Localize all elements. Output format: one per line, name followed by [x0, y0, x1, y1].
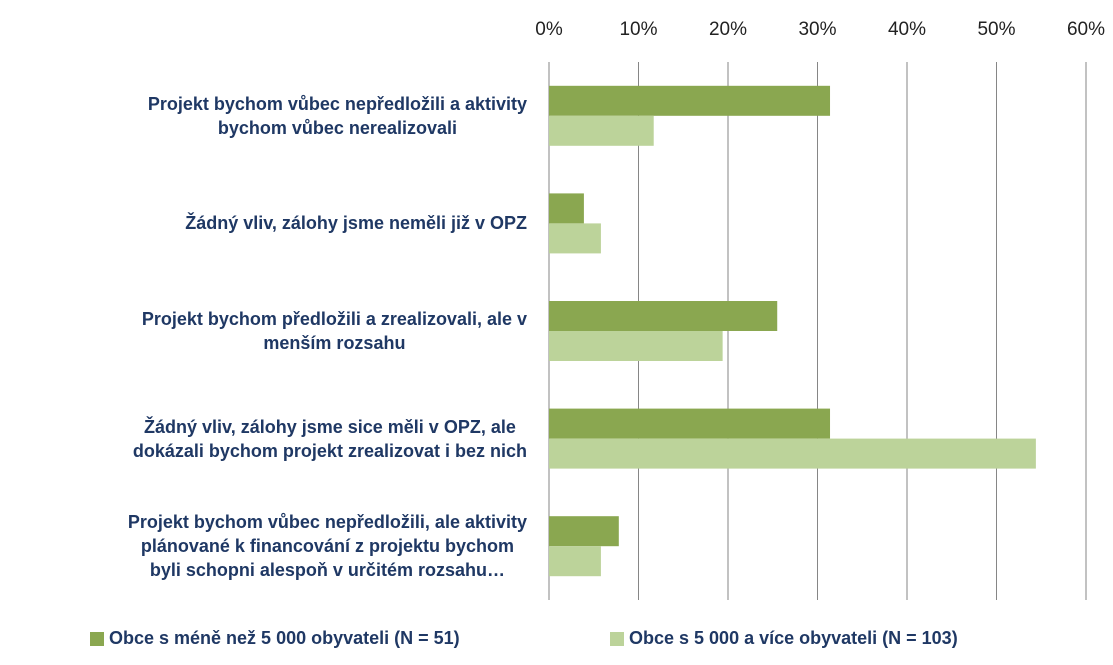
x-tick-label: 10%	[619, 19, 657, 40]
category-label-box: Projekt bychom předložili a zrealizovali…	[0, 307, 527, 355]
category-label: Projekt bychom vůbec nepředložili a akti…	[147, 93, 527, 138]
bar	[549, 223, 601, 254]
legend-label: Obce s méně než 5 000 obyvateli (N = 51)	[109, 628, 460, 648]
category-label: Žádný vliv, zálohy jsme neměli již v OPZ	[185, 213, 527, 234]
bar	[549, 516, 619, 547]
bar	[549, 438, 1036, 469]
bar	[549, 301, 778, 331]
x-tick-label: 40%	[888, 19, 926, 40]
x-tick-label: 0%	[535, 19, 563, 40]
category-label-box: Projekt bychom vůbec nepředložili a akti…	[0, 92, 527, 140]
bar	[549, 85, 831, 116]
bar	[549, 193, 584, 224]
legend-item: Obce s méně než 5 000 obyvateli (N = 51)	[90, 628, 460, 649]
bar	[549, 331, 723, 361]
category-label: Projekt bychom vůbec nepředložili, ale a…	[127, 512, 527, 581]
bar	[549, 115, 654, 146]
category-label-box: Projekt bychom vůbec nepředložili, ale a…	[0, 510, 527, 582]
legend-swatch	[90, 631, 104, 646]
category-label: Projekt bychom předložili a zrealizovali…	[141, 309, 527, 353]
x-tick-label: 30%	[798, 19, 836, 40]
x-tick-label: 20%	[709, 19, 747, 40]
legend-item: Obce s 5 000 a více obyvateli (N = 103)	[610, 628, 958, 649]
legend-label: Obce s 5 000 a více obyvateli (N = 103)	[629, 628, 958, 648]
category-label-box: Žádný vliv, zálohy jsme sice měli v OPZ,…	[0, 415, 527, 463]
bar	[549, 546, 601, 577]
x-tick-label: 60%	[1067, 19, 1105, 40]
x-tick-label: 50%	[977, 19, 1015, 40]
category-label: Žádný vliv, zálohy jsme sice měli v OPZ,…	[132, 416, 527, 461]
legend-swatch	[610, 631, 624, 646]
bar	[549, 408, 831, 439]
category-label-box: Žádný vliv, zálohy jsme neměli již v OPZ	[0, 211, 527, 235]
